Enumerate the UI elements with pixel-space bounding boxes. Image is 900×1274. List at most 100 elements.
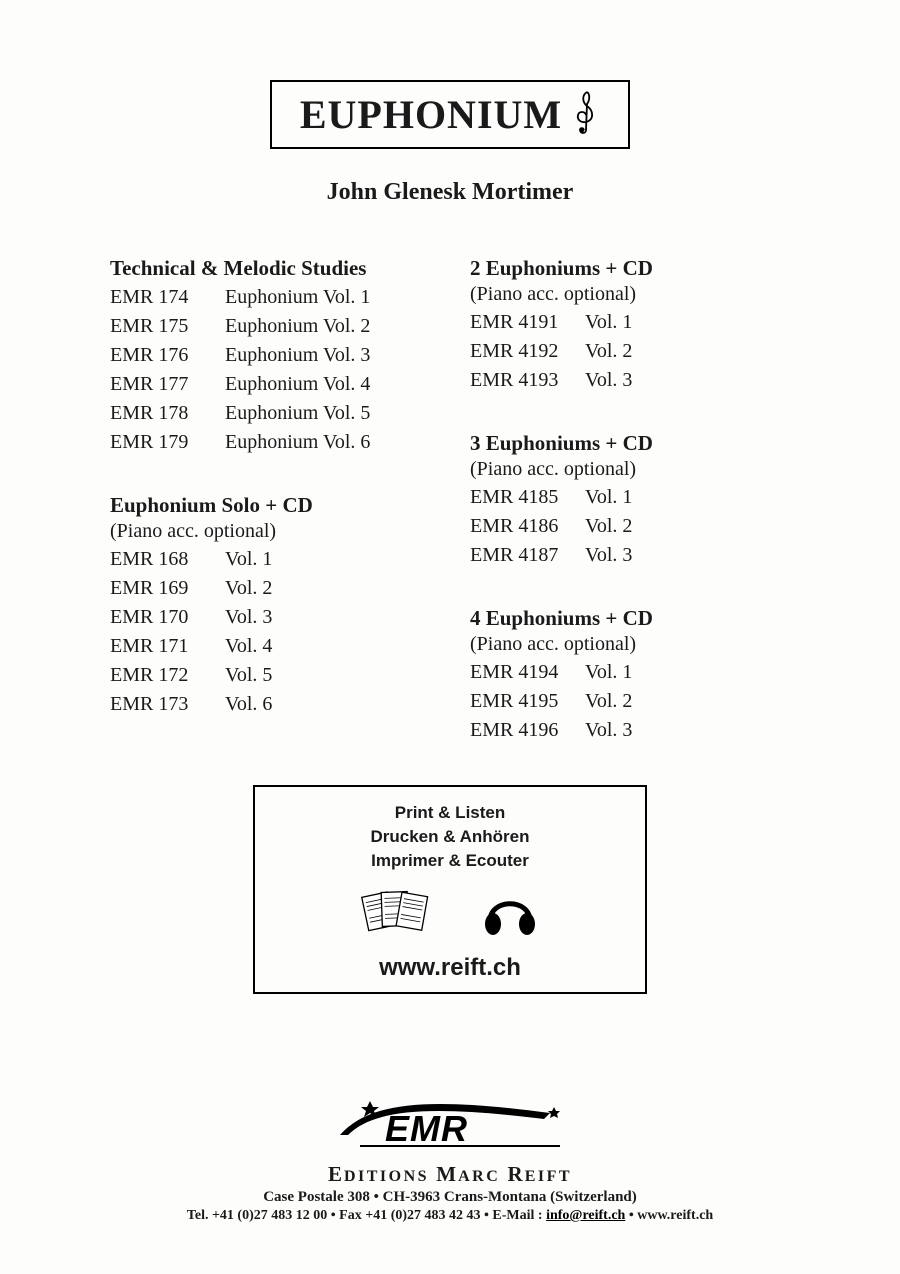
catalog-row: EMR 4185Vol. 1 [470,483,790,512]
publisher-address: Case Postale 308 • CH-3963 Crans-Montana… [110,1189,790,1206]
web-sep: • [625,1208,637,1223]
catalog-code: EMR 175 [110,312,225,341]
catalog-label: Vol. 3 [585,716,790,745]
catalog-row: EMR 168Vol. 1 [110,545,430,574]
catalog-row: EMR 178Euphonium Vol. 5 [110,399,430,428]
catalog-label: Vol. 2 [585,337,790,366]
catalog-code: EMR 4187 [470,541,585,570]
catalog-label: Vol. 6 [225,690,430,719]
catalog-code: EMR 169 [110,574,225,603]
catalog-label: Vol. 1 [225,545,430,574]
section-heading: 4 Euphoniums + CD [470,606,790,631]
catalog-label: Euphonium Vol. 6 [225,428,430,457]
promo-box: Print & Listen Drucken & Anhören Imprime… [253,785,647,994]
publisher-contact: Tel. +41 (0)27 483 12 00 • Fax +41 (0)27… [110,1208,790,1224]
section-heading: Technical & Melodic Studies [110,256,430,281]
catalog-row: EMR 179Euphonium Vol. 6 [110,428,430,457]
composer-name: John Glenesk Mortimer [110,179,790,206]
fax-number: +41 (0)27 483 42 43 [365,1208,480,1223]
promo-line-1: Print & Listen [265,801,635,825]
page-title: EUPHONIUM [300,91,562,138]
section-heading: Euphonium Solo + CD [110,493,430,518]
catalog-label: Vol. 2 [225,574,430,603]
section-subtitle: (Piano acc. optional) [470,633,790,656]
catalog-code: EMR 174 [110,283,225,312]
catalog-row: EMR 172Vol. 5 [110,661,430,690]
catalog-code: EMR 179 [110,428,225,457]
catalog-code: EMR 4186 [470,512,585,541]
catalog-row: EMR 170Vol. 3 [110,603,430,632]
catalog-row: EMR 4187Vol. 3 [470,541,790,570]
catalog-row: EMR 174Euphonium Vol. 1 [110,283,430,312]
catalog-code: EMR 4195 [470,687,585,716]
sheet-music-icon [360,886,430,946]
catalog-label: Euphonium Vol. 3 [225,341,430,370]
catalog-row: EMR 177Euphonium Vol. 4 [110,370,430,399]
promo-url: www.reift.ch [265,954,635,982]
catalog-code: EMR 168 [110,545,225,574]
catalog-code: EMR 4192 [470,337,585,366]
catalog-code: EMR 177 [110,370,225,399]
catalog-label: Euphonium Vol. 5 [225,399,430,428]
tel-number: +41 (0)27 483 12 00 [212,1208,327,1223]
left-column: Technical & Melodic StudiesEMR 174Euphon… [110,248,430,745]
section-subtitle: (Piano acc. optional) [470,283,790,306]
catalog-label: Euphonium Vol. 2 [225,312,430,341]
tel-label: Tel. [187,1208,212,1223]
catalog-row: EMR 4192Vol. 2 [470,337,790,366]
promo-line-2: Drucken & Anhören [265,825,635,849]
section-subtitle: (Piano acc. optional) [110,520,430,543]
catalog-code: EMR 4194 [470,658,585,687]
catalog-code: EMR 4196 [470,716,585,745]
catalog-columns: Technical & Melodic StudiesEMR 174Euphon… [110,248,790,745]
treble-clef-icon [572,90,600,139]
catalog-code: EMR 170 [110,603,225,632]
catalog-row: EMR 4196Vol. 3 [470,716,790,745]
catalog-label: Euphonium Vol. 4 [225,370,430,399]
catalog-code: EMR 4191 [470,308,585,337]
right-column: 2 Euphoniums + CD(Piano acc. optional)EM… [470,248,790,745]
section-heading: 2 Euphoniums + CD [470,256,790,281]
catalog-label: Vol. 4 [225,632,430,661]
catalog-label: Vol. 1 [585,483,790,512]
catalog-code: EMR 4185 [470,483,585,512]
catalog-row: EMR 4186Vol. 2 [470,512,790,541]
catalog-row: EMR 173Vol. 6 [110,690,430,719]
footer: EMR EDITIONS MARC REIFT Case Postale 308… [110,1071,790,1224]
catalog-label: Vol. 2 [585,512,790,541]
page: EUPHONIUM John Glenesk Mortimer Technica… [0,0,900,1274]
web-url: www.reift.ch [637,1208,713,1223]
catalog-row: EMR 4191Vol. 1 [470,308,790,337]
catalog-code: EMR 178 [110,399,225,428]
catalog-code: EMR 4193 [470,366,585,395]
catalog-label: Vol. 3 [225,603,430,632]
svg-text:EMR: EMR [385,1108,468,1149]
catalog-row: EMR 175Euphonium Vol. 2 [110,312,430,341]
catalog-label: Euphonium Vol. 1 [225,283,430,312]
catalog-row: EMR 169Vol. 2 [110,574,430,603]
catalog-row: EMR 171Vol. 4 [110,632,430,661]
catalog-code: EMR 171 [110,632,225,661]
catalog-label: Vol. 1 [585,658,790,687]
emr-logo: EMR [330,1091,570,1158]
headphones-icon [480,886,540,946]
catalog-row: EMR 176Euphonium Vol. 3 [110,341,430,370]
title-box: EUPHONIUM [270,80,630,149]
promo-line-3: Imprimer & Ecouter [265,849,635,873]
catalog-row: EMR 4194Vol. 1 [470,658,790,687]
catalog-row: EMR 4195Vol. 2 [470,687,790,716]
publisher-name: EDITIONS MARC REIFT [110,1162,790,1187]
catalog-row: EMR 4193Vol. 3 [470,366,790,395]
catalog-label: Vol. 3 [585,366,790,395]
catalog-label: Vol. 5 [225,661,430,690]
catalog-label: Vol. 1 [585,308,790,337]
catalog-label: Vol. 3 [585,541,790,570]
catalog-code: EMR 172 [110,661,225,690]
catalog-code: EMR 176 [110,341,225,370]
email-label: • E-Mail : [481,1208,547,1223]
catalog-label: Vol. 2 [585,687,790,716]
fax-label: • Fax [327,1208,365,1223]
catalog-code: EMR 173 [110,690,225,719]
section-heading: 3 Euphoniums + CD [470,431,790,456]
email-link[interactable]: info@reift.ch [546,1208,625,1223]
